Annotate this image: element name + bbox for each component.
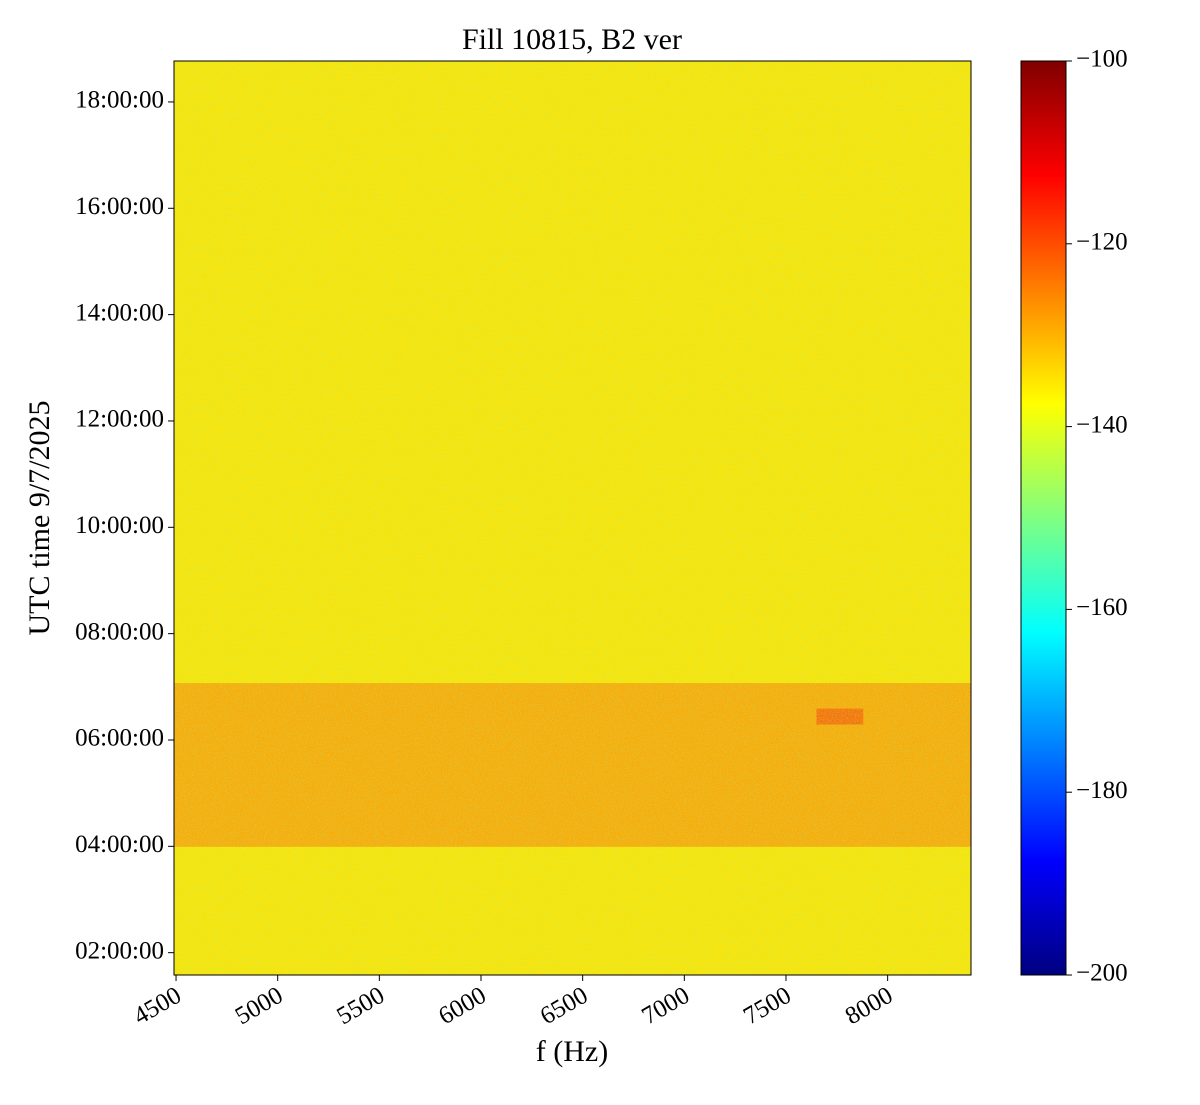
noise-texture	[174, 61, 971, 975]
x-tick-label: 4500	[129, 982, 186, 1030]
y-tick-label: 14:00:00	[75, 299, 164, 326]
y-axis-label: UTC time 9/7/2025	[23, 401, 56, 636]
colorbar-tick-label: −180	[1076, 777, 1128, 804]
colorbar-tick-label: −100	[1076, 46, 1128, 73]
chart-title: Fill 10815, B2 ver	[462, 23, 682, 56]
y-tick-label: 16:00:00	[75, 193, 164, 220]
x-tick-label: 6500	[536, 982, 593, 1030]
colorbar-tick-label: −160	[1076, 594, 1128, 621]
x-tick-label: 6000	[434, 982, 491, 1030]
x-axis-label: f (Hz)	[536, 1035, 608, 1068]
y-tick-label: 08:00:00	[75, 618, 164, 645]
y-tick-label: 04:00:00	[75, 831, 164, 858]
colorbar-tick-label: −200	[1076, 960, 1128, 987]
plot-frame	[173, 60, 972, 976]
colorbar	[1020, 60, 1067, 976]
x-tick-label: 5000	[231, 982, 288, 1030]
colorbar-tick-label: −120	[1076, 229, 1128, 256]
x-tick-label: 5500	[332, 982, 389, 1030]
y-tick-label: 12:00:00	[75, 406, 164, 433]
texture	[174, 61, 971, 975]
y-tick-label: 18:00:00	[75, 87, 164, 114]
y-tick-label: 06:00:00	[75, 725, 164, 752]
colorbar-tick-label: −140	[1076, 411, 1128, 438]
y-tick-label: 10:00:00	[75, 512, 164, 539]
y-tick-label: 02:00:00	[75, 937, 164, 964]
x-tick-label: 7500	[739, 982, 796, 1030]
x-tick-label: 8000	[841, 982, 898, 1030]
x-tick-label: 7000	[637, 982, 694, 1030]
